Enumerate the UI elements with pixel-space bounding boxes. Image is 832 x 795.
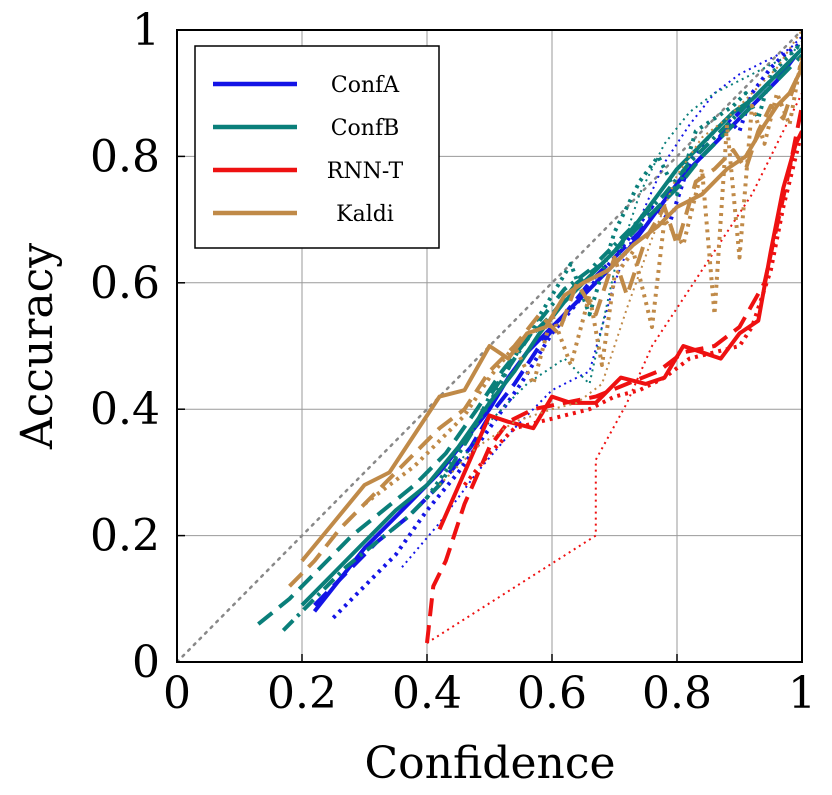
series-line-16 [438,30,802,486]
series-line-8 [451,41,802,473]
y-tick-label: 0.8 [90,131,160,182]
series-layer [257,30,802,644]
legend-label: Kaldi [336,202,394,227]
y-tick-label: 0.4 [90,384,160,435]
series-line-11 [462,130,802,487]
x-tick-label: 0.4 [392,668,462,719]
legend-label: ConfA [331,73,400,98]
y-tick-labels: 0 0.2 0.4 0.6 0.8 1 [90,5,160,688]
x-tick-label: 1 [788,668,816,719]
series-line-14 [288,60,802,588]
legend-box [194,45,440,249]
x-axis-title: Confidence [364,738,615,789]
x-tick-label: 0.6 [517,668,587,719]
y-tick-label: 0.6 [90,258,160,309]
plot-frame [176,29,803,663]
legend: ConfA ConfB RNN-T Kaldi [194,45,440,249]
series-line-5 [257,53,802,626]
series-line-10 [425,105,802,644]
x-tick-label: 0 [163,668,191,719]
legend-label: RNN-T [327,159,404,184]
x-tick-labels: 0 0.2 0.4 0.6 0.8 1 [163,668,816,719]
y-tick-label: 0 [132,637,160,688]
x-tick-label: 0.8 [642,668,712,719]
legend-label: ConfB [331,116,400,141]
y-tick-label: 1 [132,5,160,56]
x-tick-label: 0.2 [267,668,337,719]
series-line-6 [281,47,802,632]
y-tick-label: 0.2 [90,511,160,562]
y-axis-title: Accuracy [12,243,63,450]
series-line-7 [425,41,802,499]
